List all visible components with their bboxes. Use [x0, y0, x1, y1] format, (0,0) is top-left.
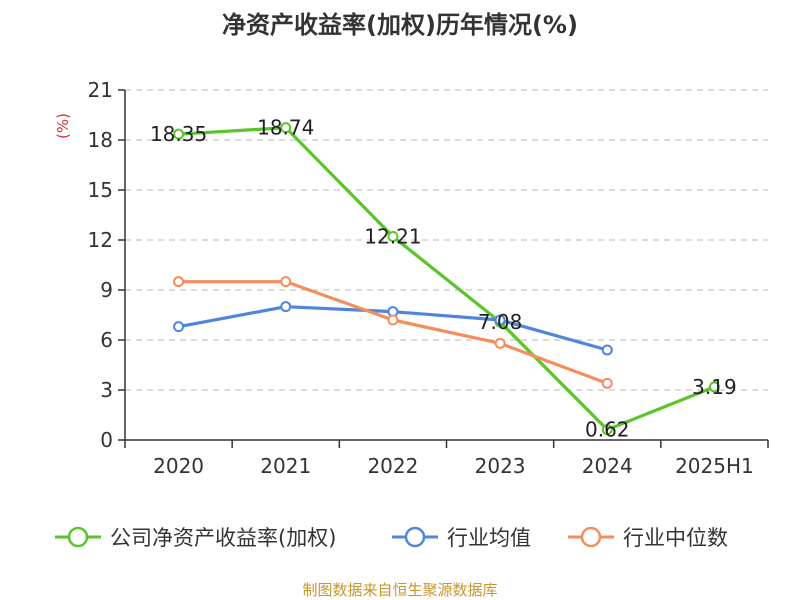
- data-point-2[interactable]: [174, 277, 183, 286]
- x-tick-label: 2020: [153, 454, 204, 478]
- y-tick-label: 21: [88, 78, 113, 102]
- data-point-2[interactable]: [496, 339, 505, 348]
- grid-lines: [125, 90, 768, 390]
- legend-item-0[interactable]: 公司净资产收益率(加权): [55, 526, 336, 550]
- y-tick-label: 12: [88, 228, 113, 252]
- y-tick-label: 0: [100, 428, 113, 452]
- data-label: 3.19: [692, 375, 737, 399]
- data-point-1[interactable]: [603, 346, 612, 355]
- series-line-0: [179, 128, 715, 430]
- x-tick-label: 2023: [475, 454, 526, 478]
- y-tick-label: 3: [100, 378, 113, 402]
- y-tick-label: 9: [100, 278, 113, 302]
- source-note: 制图数据来自恒生聚源数据库: [302, 581, 497, 599]
- data-point-2[interactable]: [603, 379, 612, 388]
- data-label: 18.35: [150, 122, 207, 146]
- legend-marker: [406, 528, 424, 546]
- x-tick-label: 2022: [367, 454, 418, 478]
- data-point-1[interactable]: [174, 322, 183, 331]
- legend-marker: [582, 528, 600, 546]
- data-point-1[interactable]: [281, 302, 290, 311]
- y-axis-unit: (%): [54, 113, 72, 139]
- chart-title: 净资产收益率(加权)历年情况(%): [222, 11, 578, 39]
- legend-item-2[interactable]: 行业中位数: [568, 526, 728, 550]
- data-label: 18.74: [257, 116, 314, 140]
- legend-label: 行业均值: [447, 526, 531, 550]
- y-tick-label: 18: [88, 128, 113, 152]
- legend-item-1[interactable]: 行业均值: [392, 526, 531, 550]
- x-tick-label: 2025H1: [675, 454, 754, 478]
- legend-label: 公司净资产收益率(加权): [110, 526, 336, 550]
- data-label: 0.62: [585, 418, 630, 442]
- y-tick-label: 15: [88, 178, 113, 202]
- data-point-2[interactable]: [388, 316, 397, 325]
- x-tick-label: 2021: [260, 454, 311, 478]
- series-layer: [174, 123, 719, 434]
- legend[interactable]: 公司净资产收益率(加权) 行业均值 行业中位数: [55, 526, 728, 550]
- data-label: 12.21: [364, 225, 421, 249]
- data-point-2[interactable]: [281, 277, 290, 286]
- legend-label: 行业中位数: [623, 526, 728, 550]
- x-tick-label: 2024: [582, 454, 633, 478]
- y-tick-label: 6: [100, 328, 113, 352]
- legend-marker: [69, 528, 87, 546]
- data-label: 7.08: [478, 310, 523, 334]
